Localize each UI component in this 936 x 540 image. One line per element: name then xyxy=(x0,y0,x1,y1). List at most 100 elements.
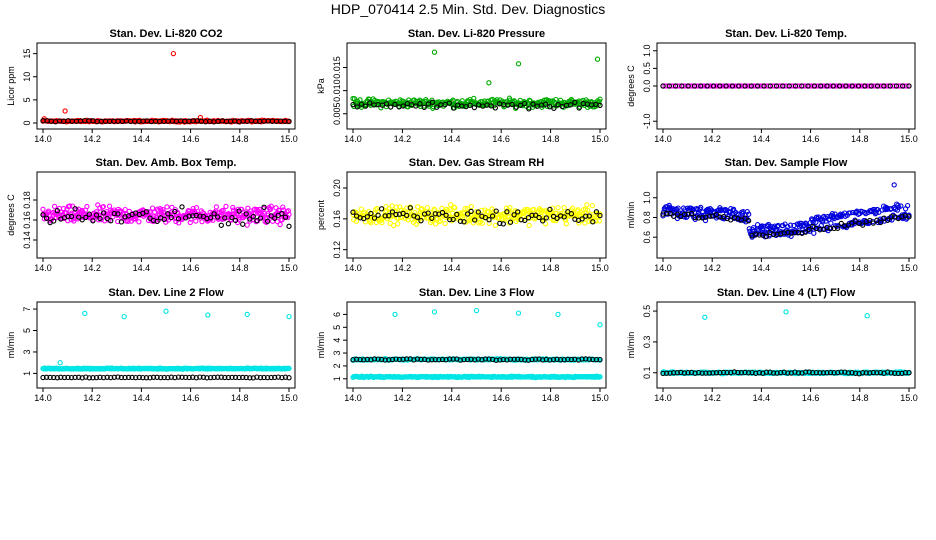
data-point xyxy=(179,204,185,210)
data-point xyxy=(147,209,153,215)
data-point xyxy=(597,102,603,109)
data-point xyxy=(404,356,410,362)
panel-title: Stan. Dev. Line 2 Flow xyxy=(108,287,224,299)
data-point xyxy=(229,374,235,381)
data-point-outlier xyxy=(864,313,870,319)
data-point xyxy=(418,356,424,363)
series-reference xyxy=(40,374,292,381)
data-point xyxy=(215,374,221,380)
data-point xyxy=(236,217,242,223)
series-primary-low xyxy=(350,373,603,381)
data-point xyxy=(904,202,911,209)
data-point xyxy=(125,374,132,381)
data-point xyxy=(500,356,506,363)
data-point xyxy=(382,357,388,363)
data-point xyxy=(507,205,513,211)
data-point xyxy=(489,213,496,219)
data-point xyxy=(97,209,104,215)
data-point xyxy=(742,215,748,221)
data-point xyxy=(69,203,76,209)
data-point xyxy=(515,216,521,223)
x-tick-label: 14.6 xyxy=(182,134,200,144)
data-point xyxy=(549,205,556,211)
data-point xyxy=(835,225,841,231)
x-tick-label: 14.4 xyxy=(753,263,771,273)
y-tick-label: 6 xyxy=(332,312,342,317)
data-point xyxy=(446,100,452,106)
data-point xyxy=(729,83,736,89)
data-point xyxy=(169,204,175,211)
data-point xyxy=(810,370,816,376)
panel-title: Stan. Dev. Amb. Box Temp. xyxy=(96,157,237,169)
data-point-outlier xyxy=(473,307,480,314)
data-point xyxy=(828,220,834,226)
data-point xyxy=(111,374,117,380)
data-point xyxy=(753,370,759,376)
data-point xyxy=(529,212,535,218)
data-point xyxy=(236,208,242,214)
data-point xyxy=(696,369,702,376)
data-point xyxy=(93,374,100,381)
data-point xyxy=(706,370,712,376)
data-point xyxy=(817,370,823,376)
data-point xyxy=(479,357,485,363)
data-point-outlier xyxy=(431,49,438,55)
data-point xyxy=(493,357,499,363)
data-point xyxy=(876,209,882,215)
data-point xyxy=(778,231,784,237)
data-point xyxy=(688,210,695,217)
data-point xyxy=(457,218,464,224)
data-point xyxy=(704,83,710,89)
data-point xyxy=(499,216,505,222)
x-tick-label: 14.6 xyxy=(802,263,820,273)
data-point xyxy=(874,370,880,376)
data-point xyxy=(507,356,514,362)
data-point xyxy=(125,218,131,224)
data-point xyxy=(211,211,217,217)
panel-6: Stan. Dev. Sample Flow 14.0 14.2 14.4 14.6 14… xyxy=(626,157,918,273)
data-point xyxy=(470,220,477,226)
data-point xyxy=(261,374,267,381)
data-point xyxy=(450,97,456,103)
data-point xyxy=(713,370,720,376)
x-tick-label: 14.4 xyxy=(133,393,151,403)
data-point xyxy=(906,370,912,376)
x-tick-label: 14.0 xyxy=(34,134,52,144)
data-point xyxy=(90,375,96,381)
data-point xyxy=(368,220,374,226)
data-point xyxy=(486,217,492,223)
data-point xyxy=(264,374,271,381)
x-tick-label: 14.4 xyxy=(443,393,461,403)
panel-title: Stan. Dev. Li-820 Temp. xyxy=(725,28,847,40)
data-point xyxy=(738,370,745,376)
data-point xyxy=(586,356,592,362)
panel-4: Stan. Dev. Amb. Box Temp. 14.0 14.2 14.4 14.… xyxy=(6,157,298,273)
data-point xyxy=(663,210,670,216)
data-point-outlier xyxy=(431,309,438,315)
data-point xyxy=(383,101,390,107)
data-point xyxy=(429,215,435,221)
data-point xyxy=(186,213,192,219)
x-tick-label: 14.0 xyxy=(654,263,672,273)
data-point xyxy=(820,219,826,225)
data-point xyxy=(279,374,285,381)
y-tick-label: -1.0 xyxy=(642,113,652,129)
data-point xyxy=(72,206,78,212)
y-axis-label: ml/min xyxy=(316,332,326,359)
data-point xyxy=(111,210,117,217)
x-tick-label: 14.6 xyxy=(802,134,820,144)
data-point xyxy=(108,374,114,381)
panel-title: Stan. Dev. Line 4 (LT) Flow xyxy=(717,287,856,299)
panel-2: Stan. Dev. Li-820 Pressure 14.0 14.2 14.4 14… xyxy=(316,28,609,144)
data-point xyxy=(575,207,581,213)
data-point xyxy=(414,214,421,220)
data-point xyxy=(861,209,868,216)
data-point xyxy=(395,221,401,227)
plot-frame xyxy=(656,301,916,389)
data-point xyxy=(393,211,399,218)
data-point xyxy=(671,213,677,219)
data-point xyxy=(393,204,399,210)
plot-frame xyxy=(346,301,607,389)
x-tick-label: 15.0 xyxy=(591,393,609,403)
data-point xyxy=(172,208,178,215)
